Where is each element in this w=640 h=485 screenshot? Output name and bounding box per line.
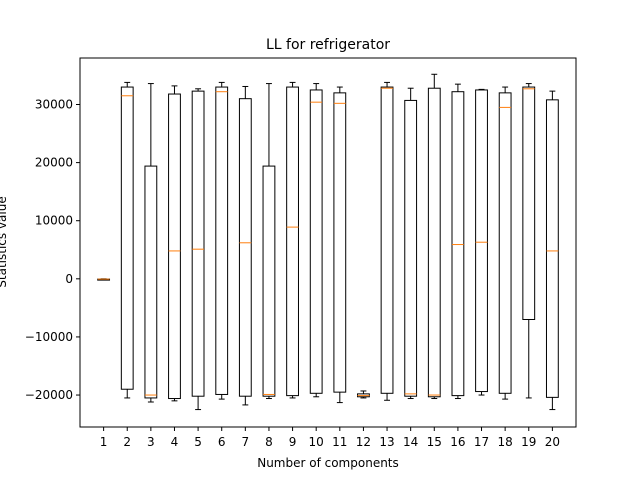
x-tick-label: 15 bbox=[427, 435, 442, 449]
x-axis-label: Number of components bbox=[257, 456, 399, 470]
box-11 bbox=[333, 86, 347, 404]
x-tick-label: 5 bbox=[194, 435, 202, 449]
box-18 bbox=[498, 86, 512, 400]
iqr-box bbox=[404, 99, 418, 397]
x-tick-label: 6 bbox=[218, 435, 226, 449]
plot-area bbox=[97, 73, 559, 411]
y-tick-label: −10000 bbox=[25, 330, 73, 344]
iqr-box bbox=[168, 93, 181, 400]
x-tick-label: 17 bbox=[474, 435, 489, 449]
x-axis-ticks: 1 2 3 4 5 6 7 8 9 10 11 12 13 14 15 16 17 18 19 20 bbox=[100, 427, 560, 449]
box-4 bbox=[168, 85, 181, 402]
x-tick-label: 1 bbox=[100, 435, 108, 449]
y-axis-label: Statistics value bbox=[0, 196, 9, 287]
iqr-box bbox=[191, 90, 205, 397]
x-tick-label: 10 bbox=[309, 435, 324, 449]
x-tick-label: 11 bbox=[332, 435, 347, 449]
iqr-box bbox=[498, 92, 512, 394]
x-tick-label: 2 bbox=[123, 435, 131, 449]
x-tick-label: 19 bbox=[521, 435, 536, 449]
x-tick-label: 18 bbox=[498, 435, 513, 449]
box-14 bbox=[404, 87, 418, 400]
x-tick-label: 9 bbox=[289, 435, 297, 449]
x-tick-label: 13 bbox=[379, 435, 394, 449]
x-tick-label: 4 bbox=[171, 435, 179, 449]
iqr-box bbox=[333, 92, 347, 393]
axes-frame bbox=[79, 57, 577, 428]
x-tick-label: 20 bbox=[545, 435, 560, 449]
y-tick-label: 10000 bbox=[35, 214, 73, 228]
box-8 bbox=[262, 83, 276, 400]
x-tick-label: 14 bbox=[403, 435, 418, 449]
x-tick-label: 12 bbox=[356, 435, 371, 449]
iqr-box bbox=[238, 98, 252, 397]
box-10 bbox=[309, 83, 323, 398]
y-tick-label: 20000 bbox=[35, 156, 73, 170]
box-13 bbox=[380, 81, 394, 401]
box-5 bbox=[191, 88, 205, 411]
iqr-box bbox=[309, 89, 323, 394]
x-tick-label: 7 bbox=[242, 435, 250, 449]
box-6 bbox=[215, 81, 229, 400]
box-12 bbox=[357, 390, 370, 399]
iqr-box bbox=[286, 86, 299, 397]
iqr-box bbox=[475, 89, 488, 393]
iqr-box bbox=[120, 86, 134, 390]
iqr-box bbox=[545, 99, 559, 398]
iqr-box bbox=[262, 165, 276, 397]
box-7 bbox=[238, 85, 252, 406]
y-tick-label: −20000 bbox=[25, 388, 73, 402]
box-9 bbox=[286, 81, 299, 399]
iqr-box bbox=[144, 165, 158, 399]
box-16 bbox=[451, 83, 465, 400]
box-19 bbox=[522, 83, 536, 399]
box-3 bbox=[144, 83, 158, 403]
iqr-box bbox=[215, 86, 229, 395]
box-1 bbox=[97, 278, 111, 281]
y-tick-label: 30000 bbox=[35, 97, 73, 111]
box-17 bbox=[475, 88, 488, 396]
y-tick-label: 0 bbox=[65, 272, 73, 286]
box-2 bbox=[120, 81, 134, 399]
chart-title: LL for refrigerator bbox=[266, 37, 390, 53]
iqr-box bbox=[427, 87, 441, 398]
box-20 bbox=[545, 90, 559, 411]
iqr-box bbox=[451, 91, 465, 397]
box-15 bbox=[427, 73, 441, 400]
iqr-box bbox=[380, 86, 394, 394]
x-tick-label: 3 bbox=[147, 435, 155, 449]
x-tick-label: 8 bbox=[265, 435, 273, 449]
x-tick-label: 16 bbox=[450, 435, 465, 449]
iqr-box bbox=[522, 86, 536, 320]
y-axis-ticks: −20000 −10000 0 10000 20000 30000 bbox=[25, 97, 80, 402]
